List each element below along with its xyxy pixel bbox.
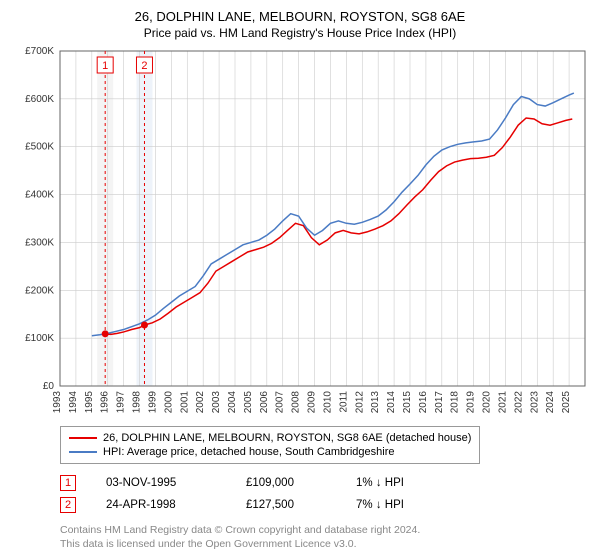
legend: 26, DOLPHIN LANE, MELBOURN, ROYSTON, SG8… [60, 426, 480, 464]
svg-text:2010: 2010 [322, 391, 333, 414]
sale-price: £109,000 [246, 477, 326, 489]
sale-price: £127,500 [246, 499, 326, 511]
svg-text:1998: 1998 [132, 391, 143, 414]
svg-text:£500K: £500K [25, 142, 54, 153]
legend-item: HPI: Average price, detached house, Sout… [69, 445, 471, 459]
svg-text:2005: 2005 [243, 391, 254, 414]
svg-text:1995: 1995 [84, 391, 95, 414]
svg-text:2023: 2023 [529, 391, 540, 414]
svg-text:2000: 2000 [163, 391, 174, 414]
svg-text:1994: 1994 [68, 391, 79, 414]
svg-text:2015: 2015 [402, 391, 413, 414]
sale-row: 2 24-APR-1998 £127,500 7% ↓ HPI [60, 494, 590, 516]
svg-text:2022: 2022 [513, 391, 524, 414]
svg-text:2014: 2014 [386, 391, 397, 414]
sale-date: 03-NOV-1995 [106, 477, 216, 489]
svg-text:1999: 1999 [147, 391, 158, 414]
svg-text:2024: 2024 [545, 391, 556, 414]
svg-text:1993: 1993 [52, 391, 63, 414]
svg-text:£0: £0 [43, 381, 55, 392]
svg-text:2008: 2008 [291, 391, 302, 414]
svg-text:1996: 1996 [100, 391, 111, 414]
svg-text:2001: 2001 [179, 391, 190, 414]
svg-text:2013: 2013 [370, 391, 381, 414]
svg-text:£100K: £100K [25, 333, 54, 344]
svg-text:£700K: £700K [25, 46, 54, 57]
sales-table: 1 03-NOV-1995 £109,000 1% ↓ HPI 2 24-APR-1998… [60, 472, 590, 516]
svg-text:£600K: £600K [25, 94, 54, 105]
svg-text:2003: 2003 [211, 391, 222, 414]
attribution-line1: Contains HM Land Registry data © Crown c… [60, 524, 590, 538]
sale-delta: 1% ↓ HPI [356, 477, 466, 489]
sale-delta: 7% ↓ HPI [356, 499, 466, 511]
svg-text:2012: 2012 [354, 391, 365, 414]
svg-text:2020: 2020 [482, 391, 493, 414]
legend-label: 26, DOLPHIN LANE, MELBOURN, ROYSTON, SG8… [103, 432, 471, 444]
svg-text:2011: 2011 [338, 391, 349, 413]
svg-text:2: 2 [141, 60, 147, 72]
svg-text:2016: 2016 [418, 391, 429, 414]
sale-marker: 1 [60, 475, 76, 491]
svg-text:2025: 2025 [561, 391, 572, 414]
title: 26, DOLPHIN LANE, MELBOURN, ROYSTON, SG8… [10, 8, 590, 26]
attribution: Contains HM Land Registry data © Crown c… [60, 524, 590, 551]
price-chart: 1993 1994 1995 1996 1997 1998 1999 2000 2001 2002… [10, 46, 590, 418]
svg-text:2006: 2006 [259, 391, 270, 414]
svg-text:£300K: £300K [25, 238, 54, 249]
svg-text:2002: 2002 [195, 391, 206, 414]
legend-swatch [69, 437, 97, 439]
svg-text:£400K: £400K [25, 190, 54, 201]
svg-text:2009: 2009 [307, 391, 318, 414]
svg-text:2007: 2007 [275, 391, 286, 414]
svg-text:£200K: £200K [25, 285, 54, 296]
svg-text:1997: 1997 [116, 391, 127, 414]
sale-date: 24-APR-1998 [106, 499, 216, 511]
attribution-line2: This data is licensed under the Open Gov… [60, 538, 590, 552]
sale-row: 1 03-NOV-1995 £109,000 1% ↓ HPI [60, 472, 590, 494]
sale-marker: 2 [60, 497, 76, 513]
legend-label: HPI: Average price, detached house, Sout… [103, 446, 394, 458]
svg-text:2019: 2019 [466, 391, 477, 414]
svg-text:2004: 2004 [227, 391, 238, 414]
legend-swatch [69, 451, 97, 453]
svg-text:2021: 2021 [497, 391, 508, 414]
svg-text:1: 1 [102, 60, 108, 72]
legend-item: 26, DOLPHIN LANE, MELBOURN, ROYSTON, SG8… [69, 431, 471, 445]
svg-text:2018: 2018 [450, 391, 461, 414]
svg-text:2017: 2017 [434, 391, 445, 414]
subtitle: Price paid vs. HM Land Registry's House … [10, 26, 590, 40]
